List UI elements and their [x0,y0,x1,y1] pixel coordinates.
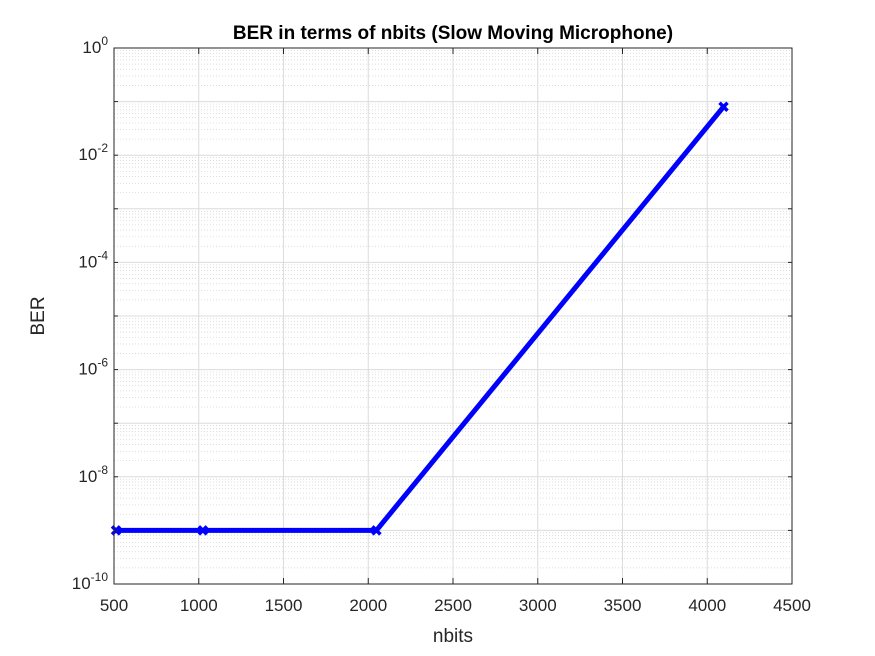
series-layer [110,101,729,536]
data-point-marker [197,525,209,536]
y-tick-label: 10-6 [78,356,108,379]
y-tick-label: 10-8 [78,463,108,486]
y-tick-labels: 10-10 10-8 10-6 10-4 10-2 100 [72,34,109,593]
y-tick-label: 10-10 [72,570,109,593]
series-line [116,105,726,533]
y-tick-label: 100 [82,34,108,57]
x-tick-label: 3500 [604,596,642,615]
y-tick-label: 10-2 [78,141,108,164]
data-point-marker [718,101,729,113]
y-tick-label: 10-4 [78,248,108,271]
x-tick-labels: 500 1000 1500 2000 2500 3000 3500 4000 4500 [100,596,811,615]
x-tick-label: 2000 [349,596,387,615]
x-tick-label: 500 [100,596,128,615]
x-tick-label: 3000 [519,596,557,615]
x-tick-label: 1000 [180,596,218,615]
data-point-marker [371,525,382,536]
x-tick-label: 4500 [773,596,811,615]
x-tick-label: 1500 [265,596,303,615]
x-tick-label: 2500 [434,596,472,615]
ticks [113,47,793,585]
x-axis-label: nbits [433,626,473,647]
chart-title: BER in terms of nbits (Slow Moving Micro… [233,23,673,44]
x-tick-label: 4000 [688,596,726,615]
y-axis-label: BER [28,296,49,335]
